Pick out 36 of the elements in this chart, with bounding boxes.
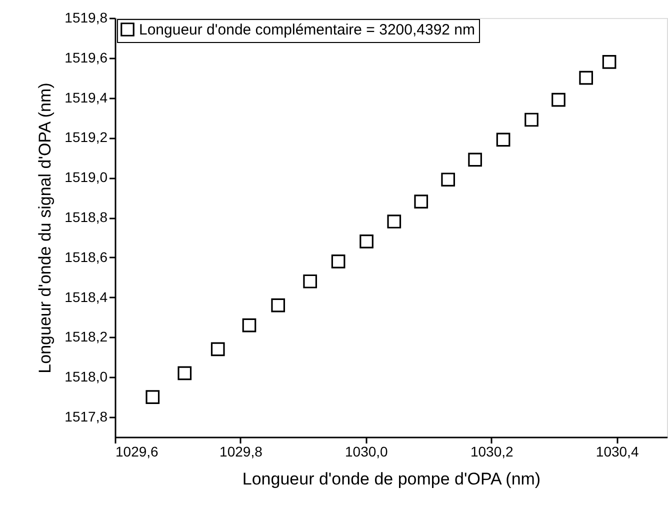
y-tick-label: 1517,8 bbox=[64, 408, 108, 425]
y-tick-label: 1519,0 bbox=[64, 169, 108, 186]
point bbox=[468, 152, 482, 167]
point bbox=[178, 366, 192, 380]
point bbox=[524, 112, 538, 127]
y-tick-label: 1518,6 bbox=[64, 248, 108, 265]
x-tick-label: 1030,4 bbox=[596, 444, 639, 460]
y-tick-label: 1519,6 bbox=[64, 49, 108, 66]
point bbox=[441, 172, 456, 187]
x-tick-label: 1029,6 bbox=[116, 444, 159, 460]
x-tick-label: 1029,8 bbox=[220, 444, 263, 460]
x-tick-label: 1030,2 bbox=[470, 444, 514, 460]
point bbox=[210, 342, 225, 356]
point bbox=[602, 54, 616, 69]
x-tick-label: 1030,0 bbox=[344, 444, 388, 460]
y-tick-label: 1519,2 bbox=[64, 129, 108, 146]
point bbox=[414, 194, 428, 208]
point bbox=[552, 92, 566, 107]
point bbox=[242, 318, 256, 332]
point bbox=[146, 390, 160, 404]
point bbox=[496, 132, 510, 147]
y-tick-label: 1518,0 bbox=[64, 368, 108, 385]
x-axis-title: Longueur d'onde de pompe d'OPA (nm) bbox=[242, 470, 541, 488]
point bbox=[387, 214, 402, 228]
y-tick-label: 1518,4 bbox=[64, 288, 108, 305]
point bbox=[331, 254, 346, 268]
point bbox=[303, 274, 318, 288]
y-tick-label: 1519,4 bbox=[64, 89, 108, 106]
point bbox=[271, 298, 286, 312]
point bbox=[579, 70, 594, 85]
y-tick-label: 1518,2 bbox=[64, 328, 108, 345]
y-tick-label: 1519,8 bbox=[64, 10, 108, 26]
y-axis-title: Longueur d'onde du signal d'OPA (nm) bbox=[36, 82, 55, 374]
point bbox=[360, 234, 374, 248]
legend-label: Longueur d'onde complémentaire = 3200,4392 nm bbox=[139, 22, 476, 38]
y-tick-label: 1518,8 bbox=[64, 209, 108, 226]
